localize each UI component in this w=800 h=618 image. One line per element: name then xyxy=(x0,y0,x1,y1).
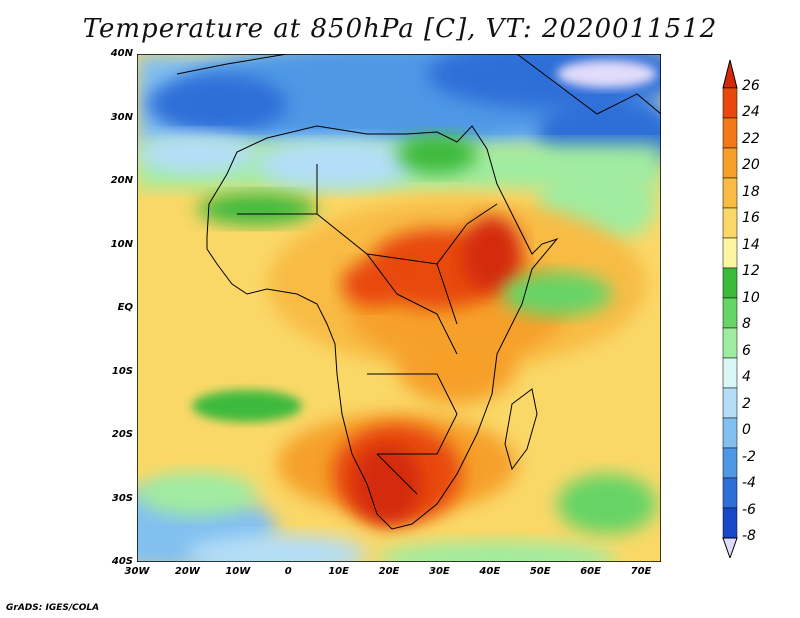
lon-tick-label: 30W xyxy=(124,566,150,577)
lon-tick-label: 40E xyxy=(479,566,501,577)
colorbar xyxy=(722,59,738,558)
colorbar-segment xyxy=(722,207,738,239)
temperature-map xyxy=(137,54,661,562)
colorbar-segment xyxy=(722,147,738,179)
lon-tick-label: 20W xyxy=(174,566,200,577)
colorbar-segment xyxy=(722,237,738,269)
colorbar-segment xyxy=(722,327,738,359)
colorbar-tick-label: 22 xyxy=(742,130,760,147)
colorbar-bottom-arrow xyxy=(722,537,738,558)
lat-tick-label: 30S xyxy=(111,492,133,504)
lat-tick-label: 10S xyxy=(111,365,133,377)
colorbar-segment xyxy=(722,447,738,479)
colorbar-tick-label: 14 xyxy=(742,236,760,253)
lat-tick-label: 30N xyxy=(110,111,133,123)
lat-tick-label: 40N xyxy=(110,48,133,59)
lon-tick-label: 10W xyxy=(225,566,251,577)
colorbar-segment xyxy=(722,477,738,509)
colorbar-segment xyxy=(722,267,738,299)
credit-text: GrADS: IGES/COLA xyxy=(6,603,100,613)
lon-tick-label: 30E xyxy=(429,566,450,577)
lon-tick-label: 70E xyxy=(630,566,652,577)
colorbar-tick-label: 24 xyxy=(742,104,760,121)
lon-tick-label: 60E xyxy=(580,566,601,577)
colorbar-segment xyxy=(722,117,738,149)
temperature-field xyxy=(137,54,661,562)
colorbar-segment xyxy=(722,87,738,119)
lat-tick-label: 20S xyxy=(111,429,133,440)
colorbar-segment xyxy=(722,387,738,419)
colorbar-tick-label: 10 xyxy=(742,289,760,306)
colorbar-tick-label: 12 xyxy=(742,263,760,280)
colorbar-segment xyxy=(722,297,738,329)
colorbar-tick-label: 4 xyxy=(742,369,751,386)
lat-tick-label: 40S xyxy=(111,556,133,567)
map-title: Temperature at 850hPa [C], VT: 202001151… xyxy=(82,14,718,44)
colorbar-tick-label: 2 xyxy=(742,395,751,412)
colorbar-segment xyxy=(722,357,738,389)
lat-tick-label: 10N xyxy=(110,238,133,250)
lon-tick-label: 10E xyxy=(328,566,349,577)
coastline-overlay xyxy=(176,54,661,530)
lat-tick-label: 20N xyxy=(110,175,133,186)
lon-tick-label: 20E xyxy=(378,566,400,577)
colorbar-segment xyxy=(722,417,738,449)
colorbar-tick-label: -6 xyxy=(742,501,756,518)
colorbar-segment xyxy=(722,177,738,209)
colorbar-tick-label: -8 xyxy=(742,528,756,544)
colorbar-tick-label: 0 xyxy=(742,422,751,439)
lat-tick-label: EQ xyxy=(117,302,133,313)
colorbar-tick-label: 26 xyxy=(742,78,760,94)
colorbar-tick-label: -4 xyxy=(742,475,756,492)
colorbar-tick-label: 18 xyxy=(742,183,760,200)
colorbar-tick-label: 6 xyxy=(742,342,751,359)
colorbar-tick-label: 16 xyxy=(742,210,760,227)
colorbar-segment xyxy=(722,507,738,539)
colorbar-top-arrow xyxy=(722,59,738,89)
lon-tick-label: 0 xyxy=(284,566,292,577)
colorbar-tick-label: 8 xyxy=(742,316,751,333)
colorbar-tick-label: -2 xyxy=(742,448,756,465)
colorbar-tick-label: 20 xyxy=(742,157,760,174)
lon-tick-label: 50E xyxy=(529,566,551,577)
